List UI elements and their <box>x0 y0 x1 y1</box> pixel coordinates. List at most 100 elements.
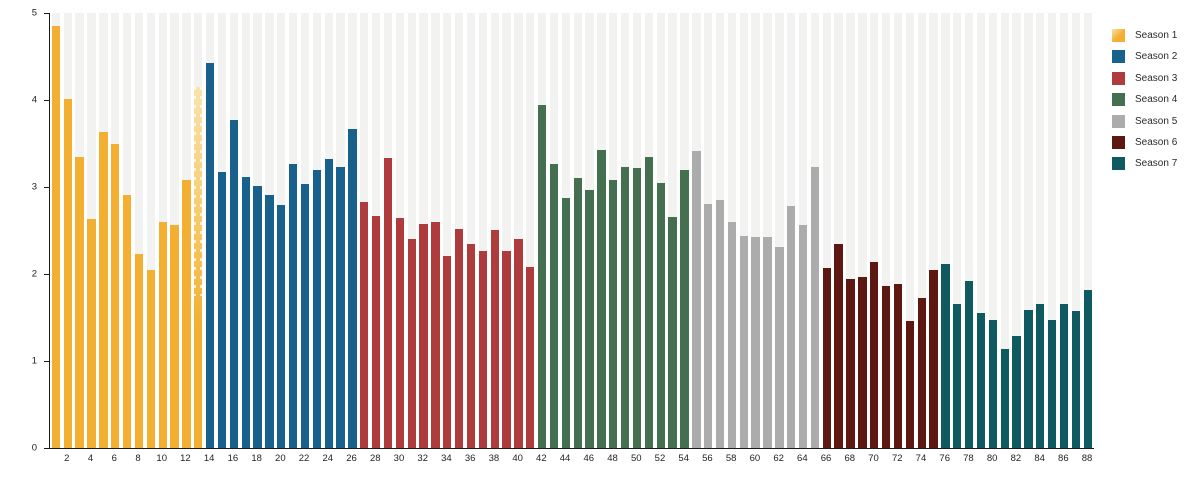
bar-episode-14[interactable] <box>205 62 215 448</box>
bar-episode-38[interactable] <box>490 229 499 448</box>
bar-episode-1[interactable] <box>51 26 61 448</box>
bar-episode-10[interactable] <box>158 221 167 448</box>
bar-episode-9[interactable] <box>146 269 155 448</box>
bar-episode-40[interactable] <box>514 239 523 448</box>
bar-episode-81[interactable] <box>1000 348 1009 448</box>
bar-episode-57[interactable] <box>715 200 725 448</box>
bar-episode-61[interactable] <box>763 236 772 448</box>
bar-episode-77[interactable] <box>953 304 962 448</box>
bar-episode-71[interactable] <box>881 286 891 448</box>
bar-episode-20[interactable] <box>277 205 286 448</box>
legend-item-season-3[interactable]: Season 3 <box>1112 71 1177 85</box>
bar-episode-34[interactable] <box>443 255 452 448</box>
bar-episode-75[interactable] <box>929 269 938 448</box>
bar-episode-36[interactable] <box>466 243 476 448</box>
bar-episode-37[interactable] <box>478 251 488 448</box>
bar-episode-19[interactable] <box>265 194 274 448</box>
bar-episode-43[interactable] <box>549 163 559 448</box>
bar-episode-54[interactable] <box>680 169 689 448</box>
bar-episode-18[interactable] <box>253 186 262 448</box>
legend-item-season-7[interactable]: Season 7 <box>1112 157 1177 171</box>
bar-episode-72[interactable] <box>893 283 903 448</box>
bar-episode-46[interactable] <box>585 190 594 448</box>
bar-episode-17[interactable] <box>241 176 250 448</box>
bar-episode-24[interactable] <box>324 159 333 448</box>
bar-episode-56[interactable] <box>704 203 713 448</box>
bar-episode-85[interactable] <box>1047 320 1057 448</box>
bar-episode-25[interactable] <box>336 167 345 448</box>
bar-episode-70[interactable] <box>870 261 879 448</box>
bar-episode-74[interactable] <box>917 297 926 448</box>
bar-episode-7[interactable] <box>122 194 132 448</box>
bar-episode-42[interactable] <box>538 105 547 448</box>
bar-episode-63[interactable] <box>787 206 796 448</box>
bar-episode-82[interactable] <box>1012 335 1021 448</box>
bar-episode-84[interactable] <box>1036 303 1045 448</box>
bar-episode-23[interactable] <box>312 169 321 448</box>
bar-episode-15[interactable] <box>217 172 227 448</box>
bar-episode-28[interactable] <box>371 215 381 448</box>
legend-item-season-5[interactable]: Season 5 <box>1112 114 1177 128</box>
bar-episode-39[interactable] <box>502 250 511 448</box>
bar-episode-47[interactable] <box>597 150 606 448</box>
bar-episode-45[interactable] <box>573 178 582 448</box>
bar-episode-27[interactable] <box>360 201 369 448</box>
bar-episode-55[interactable] <box>692 151 701 448</box>
bar-episode-87[interactable] <box>1071 310 1080 448</box>
bar-episode-76[interactable] <box>941 263 950 448</box>
bar-episode-48[interactable] <box>609 180 618 448</box>
bar-episode-12[interactable] <box>182 180 191 448</box>
bar-slot-63 <box>785 13 797 448</box>
bar-episode-6[interactable] <box>111 143 120 448</box>
bar-episode-4[interactable] <box>87 219 96 448</box>
legend-item-season-6[interactable]: Season 6 <box>1112 135 1177 149</box>
bar-episode-88[interactable] <box>1083 289 1092 448</box>
bar-episode-60[interactable] <box>751 237 760 448</box>
bar-episode-51[interactable] <box>644 157 654 448</box>
bar-episode-21[interactable] <box>288 164 298 448</box>
bar-episode-33[interactable] <box>431 221 440 448</box>
bar-episode-41[interactable] <box>526 267 535 448</box>
bar-episode-22[interactable] <box>300 184 310 448</box>
bar-slot-53 <box>667 13 679 448</box>
bar-episode-52[interactable] <box>656 182 665 448</box>
bar-episode-35[interactable] <box>454 228 464 448</box>
bar-episode-79[interactable] <box>976 313 986 448</box>
bar-episode-68[interactable] <box>846 279 855 448</box>
bar-episode-66[interactable] <box>822 267 831 448</box>
bar-episode-67[interactable] <box>834 244 843 448</box>
bar-episode-32[interactable] <box>419 223 428 448</box>
bar-episode-31[interactable] <box>407 239 416 448</box>
bar-episode-53[interactable] <box>668 216 677 448</box>
legend-item-season-1[interactable]: Season 1 <box>1112 29 1177 42</box>
bar-episode-64[interactable] <box>798 225 808 448</box>
bar-episode-62[interactable] <box>775 247 784 448</box>
bar-episode-11[interactable] <box>170 225 179 448</box>
bar-episode-30[interactable] <box>395 218 405 448</box>
bar-episode-73[interactable] <box>905 320 914 448</box>
bar-episode-26[interactable] <box>348 128 357 448</box>
bar-episode-49[interactable] <box>621 167 630 448</box>
background-band <box>526 13 535 448</box>
bar-episode-83[interactable] <box>1024 309 1033 448</box>
bar-episode-59[interactable] <box>739 235 748 448</box>
bar-episode-16[interactable] <box>229 120 238 448</box>
bar-episode-69[interactable] <box>858 277 867 448</box>
bar-episode-65[interactable] <box>810 167 820 448</box>
bar-episode-2[interactable] <box>63 99 72 448</box>
bar-episode-8[interactable] <box>134 254 144 448</box>
bar-episode-50[interactable] <box>632 167 642 448</box>
legend-item-season-2[interactable]: Season 2 <box>1112 50 1177 64</box>
bar-episode-58[interactable] <box>727 221 737 448</box>
bar-slot-51 <box>643 13 655 448</box>
bar-episode-29[interactable] <box>383 158 393 448</box>
bar-episode-80[interactable] <box>988 320 997 448</box>
legend-item-season-4[interactable]: Season 4 <box>1112 93 1177 107</box>
bar-episode-3[interactable] <box>75 156 84 448</box>
bar-episode-13[interactable] <box>194 86 203 448</box>
bar-episode-86[interactable] <box>1059 304 1069 448</box>
background-band <box>407 13 416 448</box>
bar-episode-5[interactable] <box>99 132 108 448</box>
bar-episode-44[interactable] <box>561 198 571 448</box>
bar-episode-78[interactable] <box>964 280 974 448</box>
